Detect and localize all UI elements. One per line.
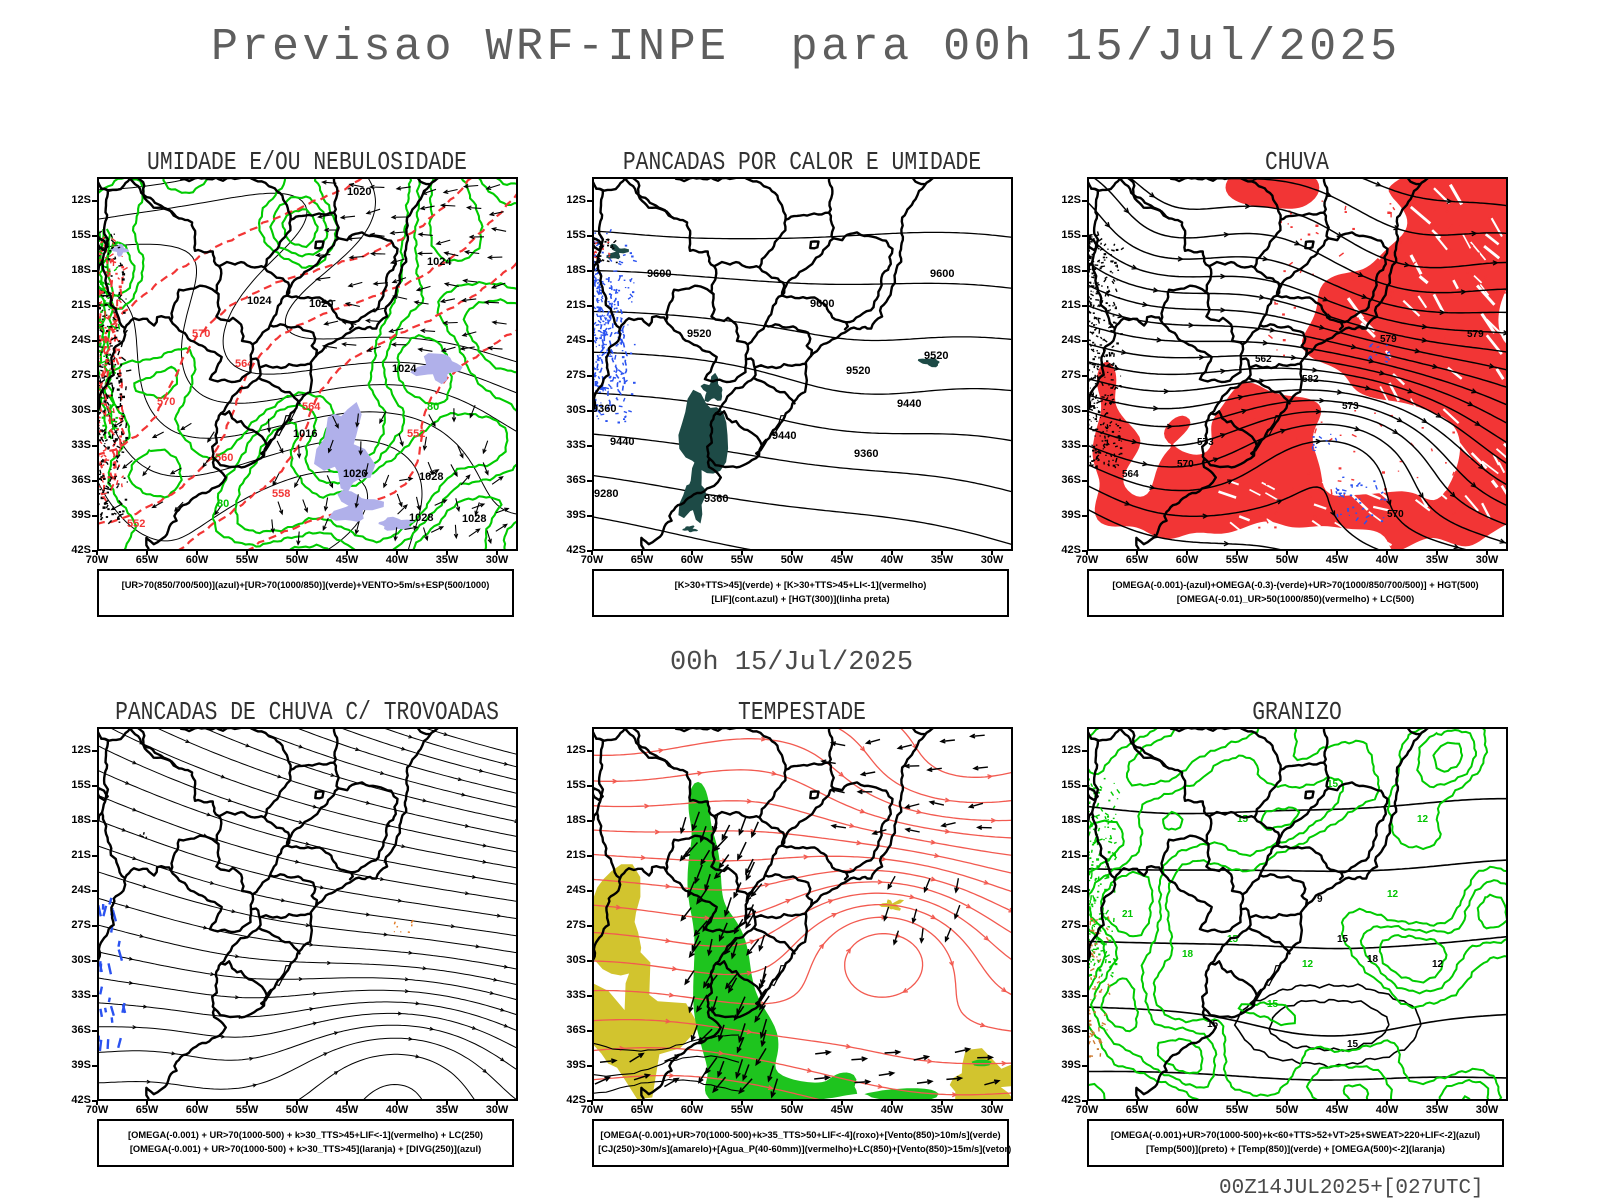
svg-text:15: 15 [1237,814,1249,825]
svg-text:9360: 9360 [704,493,728,505]
svg-text:12: 12 [1302,959,1314,970]
svg-text:9440: 9440 [772,430,796,442]
svg-text:570: 570 [1387,509,1404,520]
svg-text:560: 560 [215,452,233,464]
svg-text:1020: 1020 [309,298,333,310]
svg-text:570: 570 [157,396,175,408]
svg-text:552: 552 [127,518,145,530]
svg-text:15: 15 [1227,934,1239,945]
svg-text:570: 570 [1177,459,1194,470]
svg-text:1024: 1024 [247,295,272,307]
svg-text:9: 9 [1317,894,1323,905]
svg-text:1024: 1024 [392,363,417,375]
svg-text:15: 15 [1267,999,1279,1010]
svg-text:80: 80 [427,401,439,413]
svg-text:18: 18 [1182,949,1194,960]
svg-text:582: 582 [1302,374,1319,385]
svg-text:564: 564 [1122,469,1139,480]
svg-text:15: 15 [1327,779,1339,790]
svg-text:15: 15 [1337,934,1349,945]
svg-text:579: 579 [1380,334,1397,345]
svg-text:9360: 9360 [854,448,878,460]
svg-text:9280: 9280 [594,488,618,500]
svg-text:9440: 9440 [610,436,634,448]
svg-text:15: 15 [1347,1039,1359,1050]
svg-text:9440: 9440 [897,398,921,410]
svg-text:9520: 9520 [924,350,948,362]
svg-text:9600: 9600 [930,268,954,280]
svg-text:570: 570 [192,328,210,340]
svg-text:579: 579 [1467,329,1484,340]
svg-text:9360: 9360 [592,403,616,415]
svg-text:573: 573 [1342,401,1359,412]
svg-text:21: 21 [1122,909,1134,920]
svg-text:1028: 1028 [409,512,433,524]
svg-text:9520: 9520 [846,365,870,377]
svg-text:1024: 1024 [427,256,452,268]
svg-text:12: 12 [1432,959,1444,970]
svg-text:558: 558 [272,488,290,500]
svg-text:564: 564 [302,401,321,413]
svg-text:1020: 1020 [347,186,371,198]
svg-text:1028: 1028 [419,471,443,483]
svg-text:552: 552 [407,428,425,440]
svg-text:562: 562 [1255,354,1272,365]
svg-text:1020: 1020 [343,468,367,480]
svg-text:9600: 9600 [647,268,671,280]
svg-text:18: 18 [1367,954,1379,965]
svg-text:12: 12 [1387,889,1399,900]
svg-text:80: 80 [217,498,229,510]
svg-text:9520: 9520 [687,328,711,340]
svg-text:12: 12 [1417,814,1429,825]
svg-text:1028: 1028 [462,513,486,525]
svg-text:1016: 1016 [293,428,317,440]
